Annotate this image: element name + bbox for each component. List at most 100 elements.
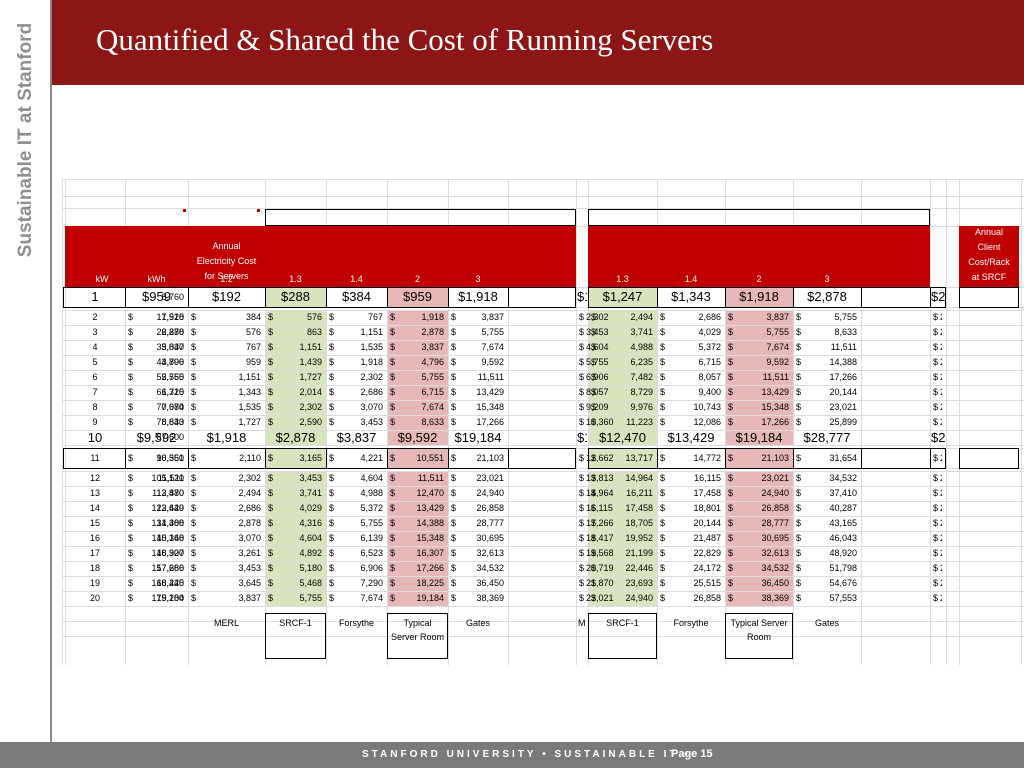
cell-value: 17,266 [416, 563, 444, 573]
cell-bg-pink [388, 401, 448, 415]
cell-value: 19,184 [156, 593, 184, 603]
cell-value: 20,144 [829, 387, 857, 397]
cell-dollar-sign: $ [128, 518, 134, 528]
cell-value: 4,796 [161, 357, 184, 367]
cell-dollar-sign: $ [268, 453, 274, 463]
cell-dollar-sign: $ [128, 402, 134, 412]
cell-dollar-sign: $ [268, 518, 274, 528]
cell-currency: $2,878 [807, 289, 847, 304]
cell-dollar-sign: $ [591, 533, 597, 543]
cell-value: 12,086 [693, 417, 721, 427]
cell-value: 9,592 [481, 357, 504, 367]
cell-value: 3,453 [238, 563, 261, 573]
cell-value: 13,429 [156, 503, 184, 513]
cell-dollar-sign: $ [579, 593, 585, 603]
cell-value: 15,348 [416, 533, 444, 543]
cell-dollar-sign: $ [390, 563, 396, 573]
cell-value: 3,741 [299, 488, 322, 498]
cell-dollar-sign: $ [660, 518, 666, 528]
cell-value: 19,184 [416, 593, 444, 603]
grid-col-line [930, 179, 931, 665]
cell-bg-green [266, 311, 326, 325]
col-header-total-pue: 1.3 [616, 274, 629, 284]
cost-spreadsheet: kW kWh Annual Electricity Cost for Servers 1.… [62, 179, 1024, 665]
grid-row-line [62, 531, 1024, 532]
box-divider [861, 287, 862, 308]
cell-dollar-sign: $ [728, 488, 734, 498]
cell-value: 3,453 [586, 327, 609, 337]
cell-bg-pink [726, 371, 793, 385]
cell-bg-pink [726, 502, 793, 516]
cell-dollar-sign: $ [796, 548, 802, 558]
cell-dollar-sign: $ [728, 312, 734, 322]
cell-value: 7,482 [630, 372, 653, 382]
cell-currency: $1,343 [671, 289, 711, 304]
cell-bg-pink [388, 592, 448, 606]
cell-value: 2,302 [586, 312, 609, 322]
grid-col-line [65, 179, 66, 665]
cell-value: 2,686 [238, 503, 261, 513]
grid-col-line [576, 179, 577, 665]
cell-value: 16,307 [416, 548, 444, 558]
cell-value: 767 [245, 342, 261, 352]
cell-value: 767 [367, 312, 383, 322]
grid-col-line [265, 179, 266, 665]
cell-dollar-sign: $ [451, 473, 457, 483]
cell-dollar-sign: $ [329, 563, 335, 573]
cell-kwh: 131,400 [151, 518, 184, 528]
grid-col-line [448, 179, 449, 665]
cell-value: 11,511 [762, 372, 789, 382]
cell-dollar-sign: $ [329, 503, 335, 513]
total-header-box [588, 209, 930, 226]
cell-value: 5,468 [299, 578, 322, 588]
cell-value: 22,829 [693, 548, 721, 558]
cell-value: 26,858 [761, 503, 789, 513]
cell-value: 32,613 [761, 548, 789, 558]
cell-dollar-sign: $ [796, 578, 802, 588]
col-header-facility-pue: 3 [475, 274, 481, 284]
cell-value: 2,500 [940, 531, 942, 546]
cell-dollar-sign: $ [728, 593, 734, 603]
cell-dollar-sign: $ [728, 417, 734, 427]
cell-dollar-sign: $ [268, 372, 274, 382]
col-header-total-pue: 1.4 [684, 274, 698, 284]
cell-bg-pink [726, 517, 793, 531]
cell-dollar-sign: $ [191, 327, 197, 337]
cell-value: 3,837 [481, 312, 504, 322]
cell-value: 14,964 [586, 488, 614, 498]
cell-dollar-sign: $ [329, 372, 335, 382]
cell-dollar-sign: $ [933, 578, 939, 588]
cell-value: 36,450 [476, 578, 504, 588]
cell-bg-pink [726, 401, 793, 415]
cell-value: 26,858 [476, 503, 504, 513]
cell-kw: 6 [92, 372, 98, 382]
cell-dollar-sign: $ [728, 342, 734, 352]
cell-value: 20,144 [693, 518, 721, 528]
col-header-client-cost: Cost/Rack [968, 257, 1010, 267]
cell-value: 46,043 [829, 533, 857, 543]
cell-value: 18,225 [156, 578, 184, 588]
cell-dollar-sign: $ [591, 372, 597, 382]
grid-col-line [387, 179, 388, 665]
cell-bg-pink [388, 371, 448, 385]
cell-kw: 1 [91, 289, 99, 304]
cell-kwh: 148,920 [151, 548, 184, 558]
cell-value: 13,429 [476, 387, 504, 397]
cell-kwh: 8,760 [161, 292, 184, 302]
cell-bg-green [589, 592, 657, 606]
grid-col-line [326, 179, 327, 665]
cell-dollar-sign: $ [660, 563, 666, 573]
cell-currency: $2,500 [931, 289, 945, 304]
cell-value: 38,369 [761, 593, 789, 603]
cell-bg-green [589, 356, 657, 370]
cell-value: 1,535 [238, 402, 261, 412]
cell-bg-green [266, 472, 326, 486]
cell-value: 4,316 [299, 518, 322, 528]
cell-dollar-sign: $ [329, 518, 335, 528]
cell-dollar-sign: $ [728, 473, 734, 483]
cell-value: 3,837 [161, 342, 184, 352]
cell-dollar-sign: $ [660, 503, 666, 513]
cell-value: 2,500 [940, 591, 942, 606]
title-bar: Quantified & Shared the Cost of Running … [52, 0, 1024, 85]
cell-value: 16,307 [156, 548, 184, 558]
